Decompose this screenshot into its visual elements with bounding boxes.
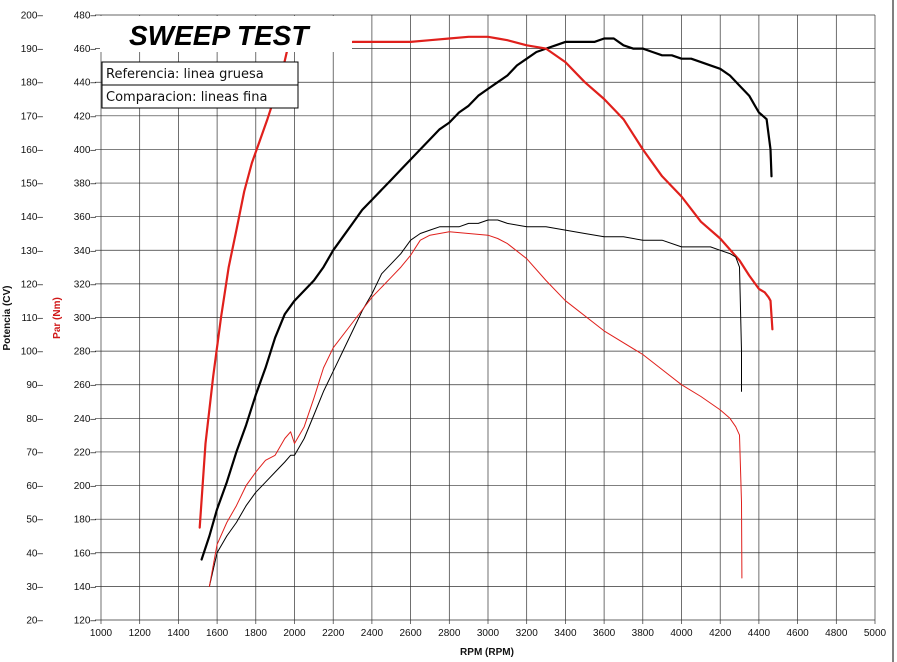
par-tick-label: 420–	[74, 111, 97, 122]
par-tick-label: 220–	[74, 447, 97, 458]
par-tick-label: 400–	[74, 145, 97, 156]
potencia-tick-label: 190–	[21, 44, 44, 55]
par-tick-label: 200–	[74, 481, 97, 492]
x-tick-label: 1200	[129, 628, 152, 639]
par-tick-label: 440–	[74, 78, 97, 89]
chart-title: SWEEP TEST	[129, 20, 311, 51]
x-tick-label: 3200	[516, 628, 539, 639]
potencia-tick-label: 90–	[26, 380, 43, 391]
legend-entry-referencia: Referencia: linea gruesa	[106, 67, 264, 82]
potencia-tick-label: 20–	[26, 616, 43, 627]
x-tick-label: 3800	[632, 628, 655, 639]
par-tick-label: 460–	[74, 44, 97, 55]
potencia-tick-label: 50–	[26, 515, 43, 526]
par-tick-label: 320–	[74, 279, 97, 290]
potencia-tick-label: 40–	[26, 548, 43, 559]
legend-entry-comparacion: Comparacion: lineas fina	[106, 90, 267, 105]
potencia-tick-label: 200–	[21, 11, 44, 22]
x-tick-label: 4800	[825, 628, 848, 639]
potencia-tick-label: 80–	[26, 414, 43, 425]
potencia-tick-label: 130–	[21, 246, 44, 257]
x-tick-label: 4000	[670, 628, 693, 639]
par-tick-label: 300–	[74, 313, 97, 324]
par-tick-label: 240–	[74, 414, 97, 425]
x-tick-label: 2000	[283, 628, 306, 639]
series-lines	[198, 35, 774, 587]
x-tick-label: 3400	[554, 628, 577, 639]
x-tick-label: 2200	[322, 628, 345, 639]
x-tick-label: 1000	[90, 628, 113, 639]
x-tick-label: 4600	[786, 628, 809, 639]
grid-lines	[95, 14, 876, 624]
potencia-tick-label: 70–	[26, 447, 43, 458]
potencia-tick-label: 140–	[21, 212, 44, 223]
potencia-tick-label: 160–	[21, 145, 44, 156]
potencia-tick-label: 170–	[21, 111, 44, 122]
x-tick-label: 1400	[167, 628, 190, 639]
par-tick-label: 120–	[74, 616, 97, 627]
series-line-0	[200, 37, 773, 561]
x-axis-title: RPM (RPM)	[460, 647, 514, 658]
par-tick-label: 340–	[74, 246, 97, 257]
x-tick-label: 2600	[399, 628, 422, 639]
potencia-tick-label: 180–	[21, 78, 44, 89]
x-tick-label: 4200	[709, 628, 732, 639]
series-line-1	[198, 35, 774, 529]
title-backdrop	[100, 16, 352, 52]
potencia-axis-ticks: 200– 190– 180– 170– 160– 150– 140– 130– 120– 110–…	[21, 11, 44, 627]
series-line-2	[208, 219, 742, 587]
x-tick-label: 5000	[864, 628, 887, 639]
par-tick-label: 280–	[74, 347, 97, 358]
par-tick-label: 180–	[74, 515, 97, 526]
potencia-tick-label: 60–	[26, 481, 43, 492]
x-tick-label: 1600	[206, 628, 229, 639]
par-tick-label: 160–	[74, 548, 97, 559]
par-axis-title: Par (Nm)	[52, 297, 63, 339]
potencia-axis-title: Potencia (CV)	[2, 285, 13, 350]
potencia-tick-label: 150–	[21, 179, 44, 190]
par-tick-label: 140–	[74, 582, 97, 593]
x-tick-label: 2800	[438, 628, 461, 639]
potencia-tick-label: 30–	[26, 582, 43, 593]
par-tick-label: 480–	[74, 11, 97, 22]
x-tick-label: 2400	[361, 628, 384, 639]
par-tick-label: 360–	[74, 212, 97, 223]
par-tick-label: 260–	[74, 380, 97, 391]
potencia-tick-label: 120–	[21, 279, 44, 290]
x-axis-ticks: 1000 1200 1400 1600 1800 2000 2200 2400 2600 2800…	[90, 628, 887, 639]
x-tick-label: 4400	[748, 628, 771, 639]
x-tick-label: 1800	[245, 628, 268, 639]
x-tick-label: 3000	[477, 628, 500, 639]
series-line-3	[208, 231, 743, 587]
potencia-tick-label: 110–	[21, 313, 43, 324]
par-tick-label: 380–	[74, 179, 97, 190]
par-axis-ticks: 480– 460– 440– 420– 400– 380– 360– 340– 320– 300–…	[74, 11, 97, 627]
x-tick-label: 3600	[593, 628, 616, 639]
potencia-tick-label: 100–	[21, 347, 44, 358]
